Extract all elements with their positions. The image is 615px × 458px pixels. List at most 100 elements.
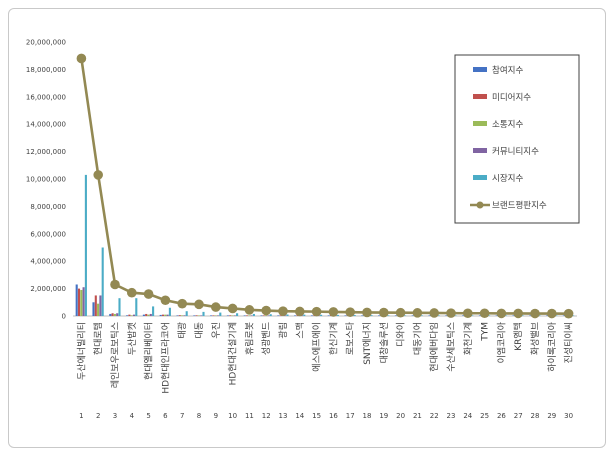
bar <box>562 315 565 316</box>
bar <box>572 315 575 316</box>
x-category-label: 이엠코리아 <box>495 321 507 363</box>
x-rank-label: 16 <box>329 412 338 420</box>
data-point <box>211 302 221 312</box>
x-rank-label: 18 <box>363 412 372 420</box>
x-category-label: 두산에너빌리티 <box>76 322 87 380</box>
x-rank-label: 20 <box>396 412 405 420</box>
bar <box>245 315 249 316</box>
bar <box>538 315 541 316</box>
bar <box>512 315 515 316</box>
bar <box>277 315 280 316</box>
x-category-label: KR엠텍 <box>512 322 524 351</box>
x-rank-label: 11 <box>245 412 254 420</box>
bar <box>113 313 116 316</box>
bar <box>296 315 299 316</box>
bar <box>236 313 239 316</box>
bar <box>118 298 121 316</box>
x-rank-label: 23 <box>447 412 456 420</box>
bar <box>260 315 263 316</box>
bar <box>478 315 481 316</box>
bar <box>147 314 150 316</box>
bar <box>214 315 217 316</box>
bar <box>149 313 152 316</box>
bar <box>327 315 330 316</box>
bar <box>135 298 138 316</box>
data-point <box>379 307 389 318</box>
bar <box>471 315 474 316</box>
x-category-label: 레인보우로보틱스 <box>109 322 121 388</box>
bar <box>495 315 498 316</box>
bar <box>521 315 524 316</box>
bar <box>248 315 251 316</box>
y-tick-label: 4,000,000 <box>30 258 66 266</box>
bar <box>126 315 129 316</box>
x-rank-label: 3 <box>113 412 117 420</box>
data-point <box>93 170 103 180</box>
x-category-label: TYM <box>481 322 491 342</box>
bar <box>420 315 423 316</box>
bar <box>370 315 373 316</box>
bar <box>159 314 162 316</box>
bar <box>243 315 246 316</box>
bar <box>210 315 213 316</box>
x-rank-label: 4 <box>130 412 135 420</box>
bar <box>109 313 112 316</box>
bar <box>250 315 253 316</box>
bar <box>226 315 229 316</box>
legend-label: 커뮤니티지수 <box>492 146 539 157</box>
bar <box>181 315 184 316</box>
x-category-label: 성광벤드 <box>260 322 272 355</box>
bar <box>269 314 272 316</box>
bar <box>344 315 347 316</box>
data-point <box>110 279 120 290</box>
bar <box>111 313 114 316</box>
bar <box>212 315 215 316</box>
data-point <box>463 308 473 319</box>
y-tick-label: 6,000,000 <box>30 230 66 238</box>
data-point <box>328 307 339 317</box>
bar <box>546 315 549 316</box>
x-category-label: 휴림로봇 <box>243 322 255 355</box>
legend-swatch <box>473 175 487 180</box>
bar <box>94 295 97 316</box>
bar <box>142 314 145 316</box>
data-point <box>127 287 137 298</box>
x-rank-label: 12 <box>262 412 271 420</box>
x-category-label: 현대에버다임 <box>428 322 440 372</box>
bar <box>77 288 81 316</box>
data-point <box>143 289 154 299</box>
x-category-label: 로보스타 <box>345 321 356 355</box>
legend-label: 참여지수 <box>492 65 523 76</box>
y-tick-label: 14,000,000 <box>26 121 66 129</box>
y-tick-label: 10,000,000 <box>26 176 66 184</box>
bar <box>286 314 289 316</box>
x-category-label: 현대로템 <box>92 322 104 355</box>
bar <box>262 315 265 316</box>
x-rank-label: 10 <box>228 412 237 420</box>
bar <box>132 314 136 316</box>
data-point <box>244 305 255 315</box>
x-rank-label: 15 <box>312 412 321 420</box>
data-point <box>76 53 87 64</box>
bar <box>445 315 448 316</box>
x-rank-label: 30 <box>564 412 573 420</box>
x-rank-label: 24 <box>463 412 472 420</box>
x-rank-label: 2 <box>96 412 100 420</box>
bar <box>411 315 414 316</box>
data-point <box>278 306 288 317</box>
bar <box>462 315 465 316</box>
data-point <box>362 307 372 318</box>
data-point <box>395 307 406 318</box>
x-rank-label: 8 <box>197 412 201 420</box>
bar <box>116 313 119 316</box>
x-category-label: 화천기계 <box>462 322 474 355</box>
bar <box>200 315 203 316</box>
bar <box>294 315 297 316</box>
bar <box>488 315 491 316</box>
legend-swatch <box>473 148 487 153</box>
bar <box>252 313 255 316</box>
x-rank-label: 6 <box>163 412 168 420</box>
bar <box>75 284 78 316</box>
data-point <box>160 295 171 306</box>
